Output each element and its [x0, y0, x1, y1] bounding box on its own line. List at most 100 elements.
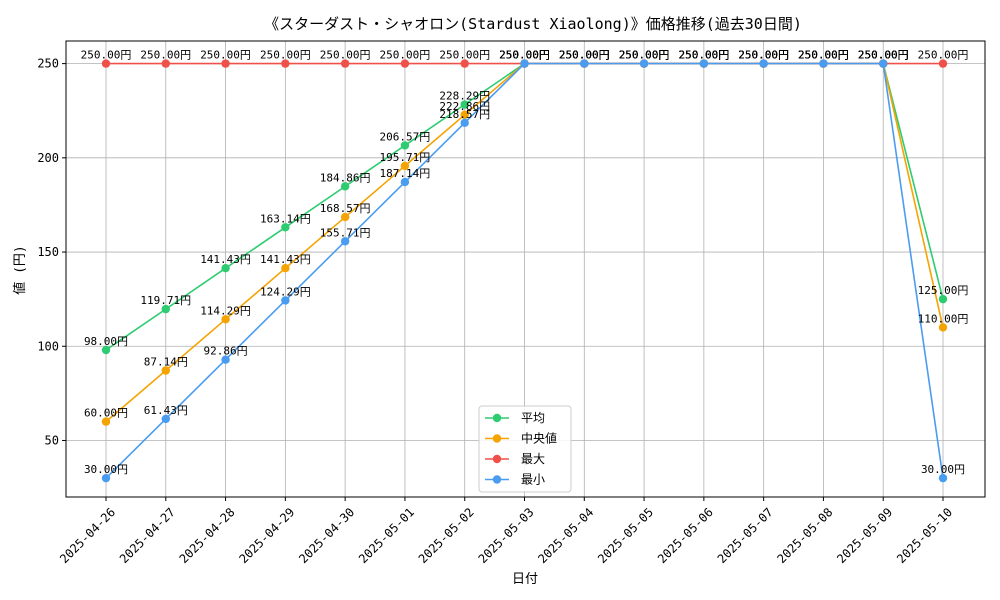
data-label: 250.00円 — [738, 49, 789, 62]
data-label: 250.00円 — [619, 49, 670, 62]
legend-label: 平均 — [521, 411, 545, 425]
legend-marker — [492, 454, 502, 464]
data-label: 119.71円 — [140, 294, 191, 307]
data-point — [938, 294, 948, 304]
data-label: 168.57円 — [320, 202, 371, 215]
data-label: 222.86円 — [439, 100, 490, 113]
data-label: 250.00円 — [619, 49, 670, 62]
data-label: 155.71円 — [320, 226, 371, 239]
data-label: 163.14円 — [260, 212, 311, 225]
legend-marker — [492, 434, 502, 443]
data-point — [460, 110, 469, 119]
data-label: 250.00円 — [559, 49, 610, 62]
data-label: 250.00円 — [918, 49, 969, 62]
data-label: 184.86円 — [320, 171, 371, 184]
data-point — [281, 59, 290, 68]
data-label: 206.57円 — [380, 130, 431, 143]
data-label: 250.00円 — [738, 49, 789, 62]
grid-lines — [66, 41, 985, 497]
data-label: 250.00円 — [678, 49, 729, 62]
data-label: 228.29円 — [439, 90, 490, 103]
data-point — [221, 263, 230, 273]
data-point — [281, 223, 290, 232]
x-tick-label: 2025-05-05 — [595, 505, 656, 566]
data-label: 250.00円 — [499, 49, 550, 62]
data-label: 61.43円 — [144, 404, 188, 417]
data-point — [580, 59, 589, 68]
data-label: 141.43円 — [260, 253, 311, 266]
data-label: 250.00円 — [738, 49, 789, 62]
data-label: 250.00円 — [200, 49, 251, 62]
data-point — [161, 414, 170, 424]
x-tick-label: 2025-04-26 — [57, 505, 118, 566]
data-point — [101, 473, 111, 483]
data-label: 250.00円 — [798, 49, 849, 62]
plot-frame — [65, 40, 986, 498]
data-point — [101, 59, 111, 68]
y-tick-label: 200 — [37, 151, 59, 165]
data-label: 250.00円 — [798, 49, 849, 62]
data-label: 250.00円 — [738, 49, 789, 62]
data-point — [938, 323, 948, 332]
data-label: 30.00円 — [84, 463, 128, 476]
data-point — [460, 100, 469, 109]
data-label: 30.00円 — [921, 463, 965, 476]
data-point — [400, 59, 410, 68]
data-point — [819, 59, 828, 68]
data-label: 250.00円 — [320, 49, 371, 62]
data-label: 87.14円 — [144, 355, 188, 368]
data-label: 195.71円 — [380, 151, 431, 164]
data-label: 250.00円 — [559, 49, 610, 62]
data-label: 92.86円 — [204, 345, 248, 358]
data-point — [101, 345, 111, 355]
data-point — [221, 315, 230, 324]
data-label: 250.00円 — [559, 49, 610, 62]
data-label: 250.00円 — [798, 49, 849, 62]
data-point — [221, 355, 230, 364]
legend-marker — [492, 413, 502, 423]
x-tick-label: 2025-04-27 — [117, 505, 178, 566]
data-label: 187.14円 — [380, 167, 431, 180]
data-point — [340, 59, 350, 68]
legend-marker — [492, 475, 502, 484]
data-label: 250.00円 — [858, 49, 909, 62]
x-tick-label: 2025-05-07 — [715, 505, 776, 566]
data-label: 250.00円 — [619, 49, 670, 62]
legend-box — [478, 405, 572, 493]
data-label: 250.00円 — [140, 49, 191, 62]
x-tick-label: 2025-05-04 — [535, 505, 596, 566]
data-label: 250.00円 — [858, 49, 909, 62]
x-axis-label: 日付 — [512, 572, 538, 587]
data-label: 250.00円 — [499, 49, 550, 62]
x-tick-label: 2025-05-08 — [775, 505, 836, 566]
data-label: 250.00円 — [678, 49, 729, 62]
data-point — [340, 237, 350, 246]
data-label: 250.00円 — [678, 49, 729, 62]
x-tick-label: 2025-05-09 — [834, 505, 895, 566]
data-point — [161, 59, 170, 68]
x-tick-label: 2025-05-02 — [416, 505, 477, 566]
data-label: 250.00円 — [678, 49, 729, 62]
chart-title: 《スターダスト・シャオロン(Stardust Xiaolong)》価格推移(過去… — [264, 15, 802, 33]
data-label: 98.00円 — [84, 335, 128, 348]
legend-label: 最小 — [521, 473, 545, 487]
data-point — [400, 161, 410, 171]
x-tick-label: 2025-04-29 — [236, 505, 297, 566]
data-label: 250.00円 — [499, 49, 550, 62]
data-point — [759, 59, 768, 68]
data-point — [520, 59, 529, 68]
legend-label: 中央値 — [521, 431, 557, 446]
data-point — [340, 182, 350, 191]
data-label: 250.00円 — [260, 49, 311, 62]
data-label: 125.00円 — [918, 284, 969, 297]
data-point — [938, 59, 948, 68]
x-tick-label: 2025-05-06 — [655, 505, 716, 566]
data-point — [161, 304, 170, 314]
data-label: 250.00円 — [559, 49, 610, 62]
data-point — [161, 366, 170, 375]
data-label: 250.00円 — [499, 49, 550, 62]
data-label: 250.00円 — [439, 49, 490, 62]
data-label: 250.00円 — [380, 49, 431, 62]
data-label: 141.43円 — [200, 253, 251, 266]
